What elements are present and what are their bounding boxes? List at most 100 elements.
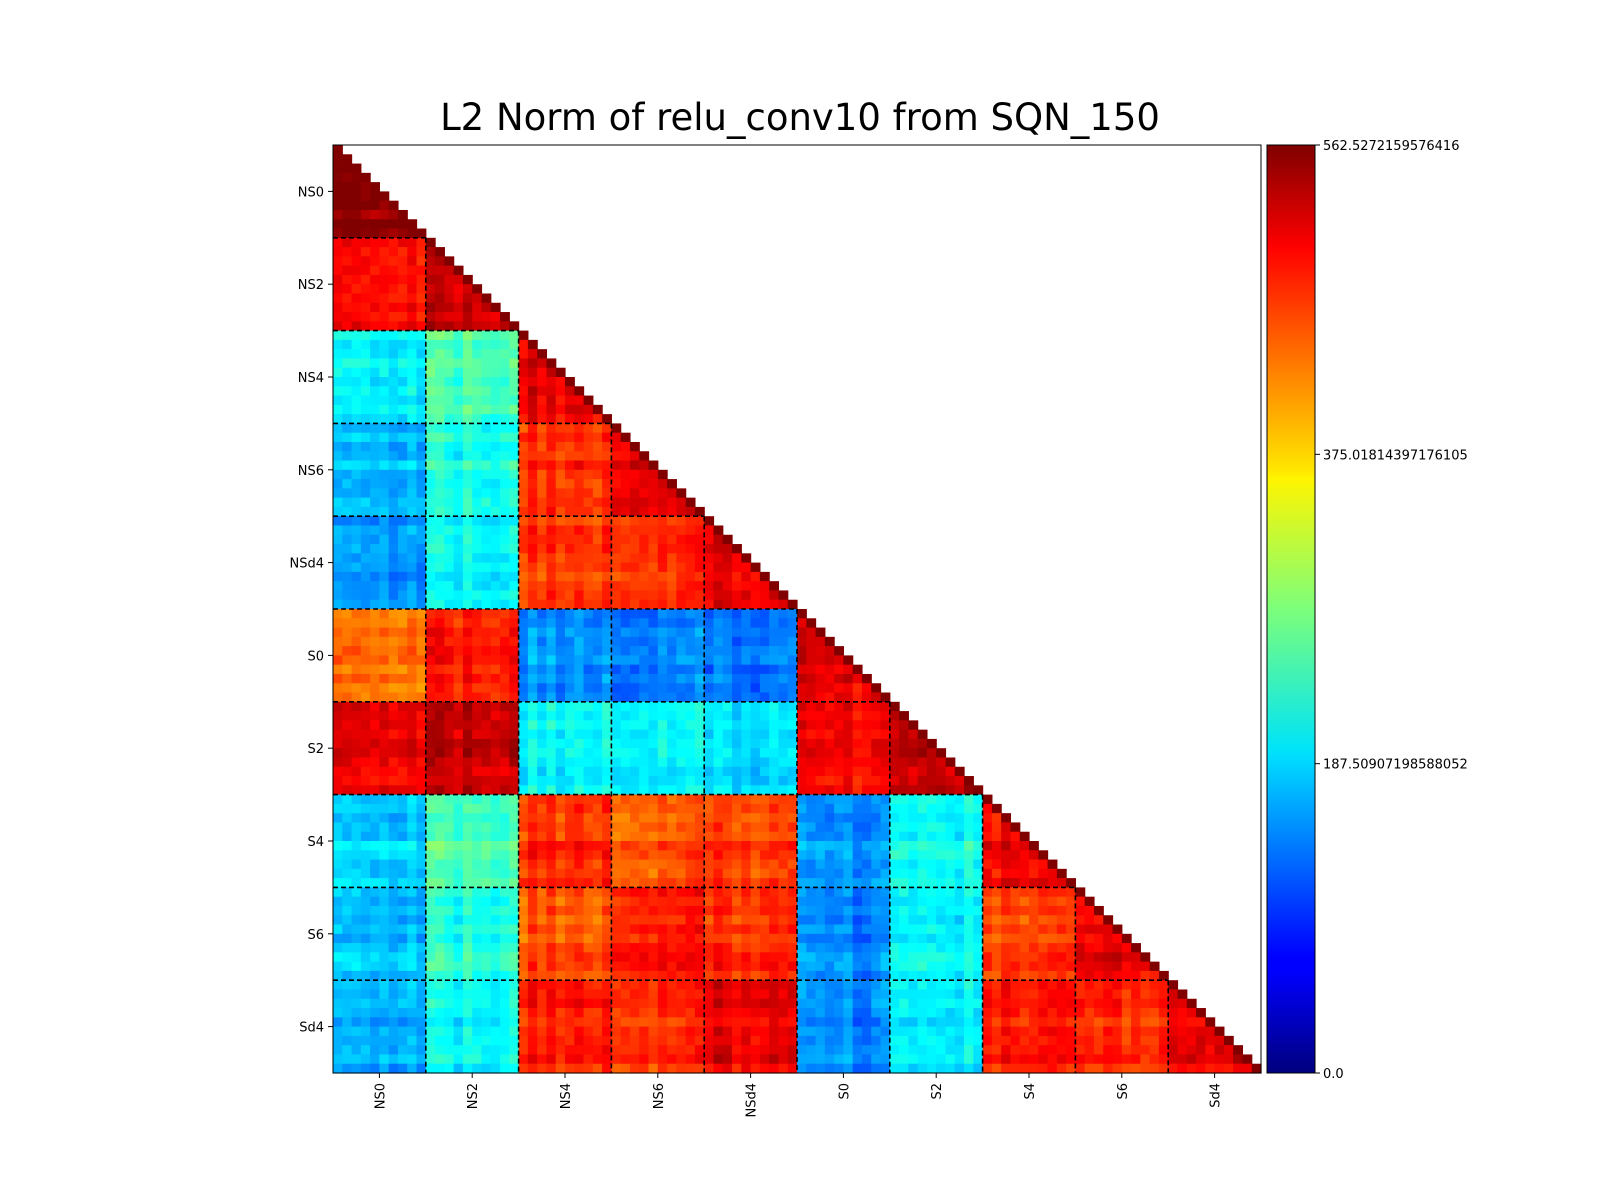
heatmap-cell bbox=[843, 980, 854, 991]
heatmap-cell bbox=[555, 822, 566, 833]
heatmap-cell bbox=[602, 803, 612, 814]
heatmap-cell bbox=[750, 646, 761, 656]
heatmap-cell bbox=[611, 571, 622, 582]
heatmap-cell bbox=[750, 850, 761, 861]
heatmap-cell bbox=[834, 841, 844, 851]
heatmap-cell bbox=[472, 868, 483, 879]
heatmap-cell bbox=[388, 377, 399, 387]
heatmap-cell bbox=[889, 1026, 900, 1037]
heatmap-cell bbox=[490, 711, 501, 721]
heatmap-cell bbox=[351, 664, 362, 675]
heatmap-cell bbox=[583, 618, 594, 629]
heatmap-cell bbox=[472, 516, 483, 527]
heatmap-cell bbox=[926, 887, 937, 898]
heatmap-cell bbox=[889, 1035, 900, 1046]
heatmap-cell bbox=[704, 525, 715, 536]
heatmap-cell bbox=[667, 488, 677, 499]
heatmap-cell bbox=[379, 191, 390, 202]
heatmap-cell bbox=[769, 989, 780, 1000]
heatmap-cell bbox=[351, 321, 362, 332]
heatmap-cell bbox=[435, 312, 445, 322]
heatmap-cell bbox=[1075, 924, 1086, 935]
heatmap-cell bbox=[1066, 887, 1076, 898]
heatmap-cell bbox=[954, 943, 965, 953]
heatmap-cell bbox=[824, 757, 835, 768]
heatmap-cell bbox=[518, 553, 529, 564]
heatmap-cell bbox=[546, 562, 557, 573]
heatmap-cell bbox=[704, 1008, 715, 1018]
heatmap-cell bbox=[509, 330, 520, 341]
heatmap-cell bbox=[657, 1008, 668, 1018]
heatmap-cell bbox=[787, 989, 798, 1000]
heatmap-cell bbox=[462, 887, 473, 898]
heatmap-cell bbox=[936, 961, 947, 972]
heatmap-cell bbox=[1038, 1026, 1049, 1037]
heatmap-cell bbox=[333, 636, 343, 647]
heatmap-cell bbox=[648, 841, 659, 851]
heatmap-cell bbox=[333, 1054, 343, 1065]
heatmap-cell bbox=[565, 525, 575, 536]
heatmap-cell bbox=[435, 841, 445, 851]
heatmap-cell bbox=[462, 460, 473, 471]
heatmap-cell bbox=[778, 1017, 789, 1028]
heatmap-cell bbox=[342, 961, 353, 972]
heatmap-cell bbox=[657, 581, 668, 592]
heatmap-cell bbox=[741, 794, 752, 805]
heatmap-cell bbox=[333, 664, 343, 675]
heatmap-cell bbox=[370, 655, 380, 666]
heatmap-cell bbox=[518, 488, 529, 499]
heatmap-cell bbox=[945, 794, 956, 805]
heatmap-cell bbox=[852, 803, 863, 814]
heatmap-cell bbox=[370, 590, 380, 601]
heatmap-cell bbox=[1075, 980, 1086, 991]
heatmap-cell bbox=[546, 1063, 557, 1074]
heatmap-cell bbox=[537, 609, 548, 619]
heatmap-cell bbox=[648, 599, 659, 610]
heatmap-cell bbox=[797, 961, 807, 972]
heatmap-cell bbox=[769, 636, 780, 647]
heatmap-cell bbox=[435, 1008, 445, 1018]
heatmap-cell bbox=[360, 711, 371, 721]
heatmap-cell bbox=[834, 822, 844, 833]
heatmap-cell bbox=[1066, 1054, 1076, 1065]
heatmap-cell bbox=[462, 701, 473, 712]
heatmap-cell bbox=[407, 887, 418, 898]
heatmap-cell bbox=[806, 785, 817, 796]
heatmap-cell bbox=[416, 868, 427, 879]
heatmap-cell bbox=[425, 404, 436, 415]
heatmap-cell bbox=[360, 1008, 371, 1018]
heatmap-cell bbox=[583, 460, 594, 471]
heatmap-cell bbox=[527, 887, 538, 898]
heatmap-cell bbox=[685, 831, 696, 842]
heatmap-cell bbox=[750, 1045, 761, 1056]
heatmap-cell bbox=[351, 785, 362, 796]
heatmap-cell bbox=[462, 497, 473, 508]
heatmap-cell bbox=[797, 841, 807, 851]
heatmap-cell bbox=[462, 581, 473, 592]
heatmap-cell bbox=[713, 571, 724, 582]
heatmap-cell bbox=[973, 980, 984, 991]
heatmap-cell bbox=[527, 349, 538, 360]
heatmap-cell bbox=[639, 497, 650, 508]
heatmap-cell bbox=[899, 952, 909, 963]
heatmap-cell bbox=[444, 423, 455, 434]
heatmap-cell bbox=[1242, 1054, 1253, 1065]
heatmap-cell bbox=[407, 609, 418, 619]
heatmap-cell bbox=[333, 525, 343, 536]
heatmap-cell bbox=[629, 692, 640, 703]
heatmap-cell bbox=[1019, 887, 1030, 898]
heatmap-cell bbox=[388, 228, 399, 239]
heatmap-cell bbox=[509, 460, 520, 471]
heatmap-cell bbox=[592, 581, 603, 592]
heatmap-cell bbox=[973, 1026, 984, 1037]
heatmap-cell bbox=[1010, 998, 1021, 1009]
heatmap-cell bbox=[555, 915, 566, 926]
heatmap-cell bbox=[843, 859, 854, 870]
heatmap-cell bbox=[407, 497, 418, 508]
heatmap-cell bbox=[407, 896, 418, 907]
heatmap-cell bbox=[936, 878, 947, 888]
heatmap-cell bbox=[1131, 1017, 1141, 1028]
heatmap-cell bbox=[741, 878, 752, 888]
heatmap-cell bbox=[351, 441, 362, 452]
heatmap-cell bbox=[676, 748, 687, 759]
